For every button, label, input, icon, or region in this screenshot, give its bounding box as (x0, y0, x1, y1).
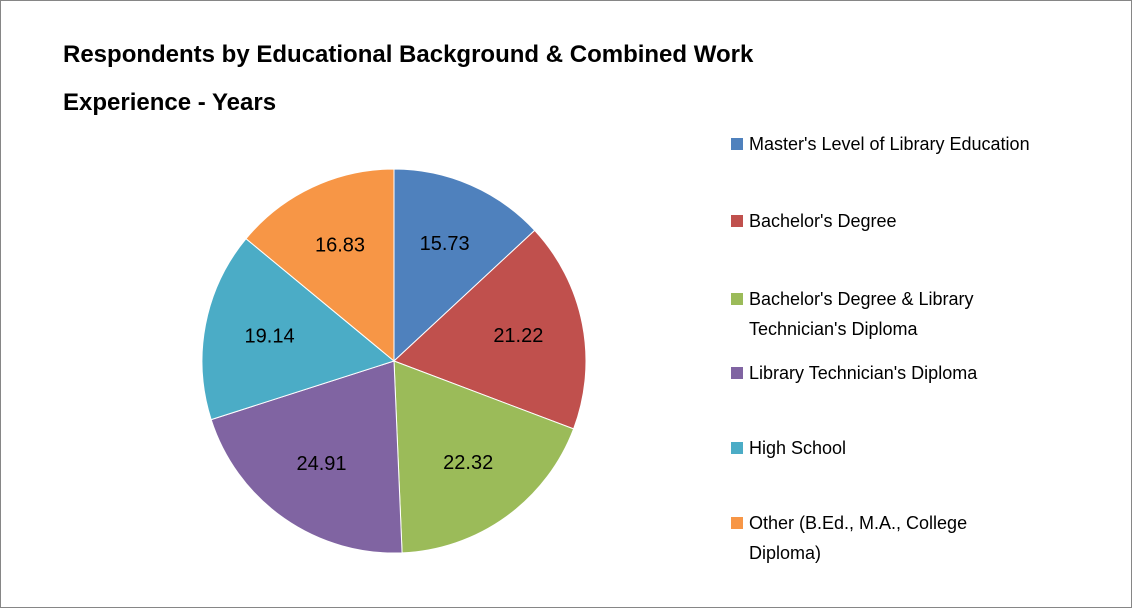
chart-title: Respondents by Educational Background & … (63, 41, 754, 116)
pie-slice (201, 237, 396, 421)
legend-label: Other (B.Ed., M.A., College Diploma) (749, 513, 968, 563)
data-label: 22.32 (443, 452, 493, 474)
pie-slice (393, 168, 536, 363)
legend-swatch (731, 442, 743, 454)
pie-slice (210, 360, 403, 554)
legend-item: Library Technician's Diploma (731, 358, 1041, 388)
legend-item: Bachelor's Degree (731, 206, 1041, 236)
data-label: 19.14 (245, 325, 295, 347)
pie-slice (245, 168, 395, 363)
legend-label: High School (749, 438, 847, 458)
legend-swatch (731, 517, 743, 529)
legend-swatch (731, 367, 743, 379)
legend-label: Master's Level of Library Education (749, 134, 1030, 154)
legend-swatch (731, 293, 743, 305)
legend-swatch (731, 138, 743, 150)
legend-item: Other (B.Ed., M.A., College Diploma) (731, 508, 1041, 568)
data-label: 15.73 (420, 233, 470, 255)
legend-label: Bachelor's Degree (749, 211, 897, 231)
legend-item: High School (731, 433, 1041, 463)
legend-label: Bachelor's Degree & Library Technician's… (749, 289, 974, 339)
pie-slice (393, 360, 575, 554)
legend-label: Library Technician's Diploma (749, 363, 978, 383)
legend-item: Bachelor's Degree & Library Technician's… (731, 284, 1041, 344)
data-label: 24.91 (296, 453, 346, 475)
legend-swatch (731, 215, 743, 227)
legend-item: Master's Level of Library Education (731, 129, 1041, 159)
pie-slice (393, 229, 587, 430)
data-label: 16.83 (315, 235, 365, 257)
data-label: 21.22 (493, 325, 543, 347)
